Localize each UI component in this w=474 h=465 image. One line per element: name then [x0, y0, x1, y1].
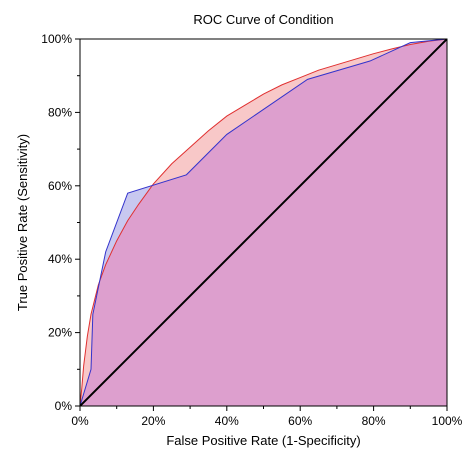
- x-tick-label: 60%: [288, 414, 312, 428]
- fitted-roc-line: [80, 39, 447, 406]
- y-tick-label: 60%: [48, 179, 72, 193]
- y-tick-label: 40%: [48, 252, 72, 266]
- chance-diagonal-line: [80, 39, 447, 406]
- y-tick-label: 0%: [55, 399, 73, 413]
- x-tick-label: 20%: [141, 414, 165, 428]
- plot-area: [80, 39, 447, 406]
- x-axis-label: False Positive Rate (1-Specificity): [166, 433, 360, 448]
- y-axis-label: True Positive Rate (Sensitivity): [15, 134, 30, 311]
- x-tick-label: 100%: [432, 414, 463, 428]
- x-tick-label: 80%: [362, 414, 386, 428]
- empirical-roc-line: [80, 39, 447, 406]
- x-axis-ticks: 0% 20% 40% 60% 80% 100%: [71, 406, 463, 428]
- chart-title: ROC Curve of Condition: [193, 12, 333, 27]
- y-tick-label: 80%: [48, 105, 72, 119]
- y-tick-label: 20%: [48, 326, 72, 340]
- y-axis-ticks: 0% 20% 40% 60% 80% 100%: [41, 32, 80, 413]
- y-tick-label: 100%: [41, 32, 72, 46]
- x-tick-label: 40%: [215, 414, 239, 428]
- x-tick-label: 0%: [71, 414, 89, 428]
